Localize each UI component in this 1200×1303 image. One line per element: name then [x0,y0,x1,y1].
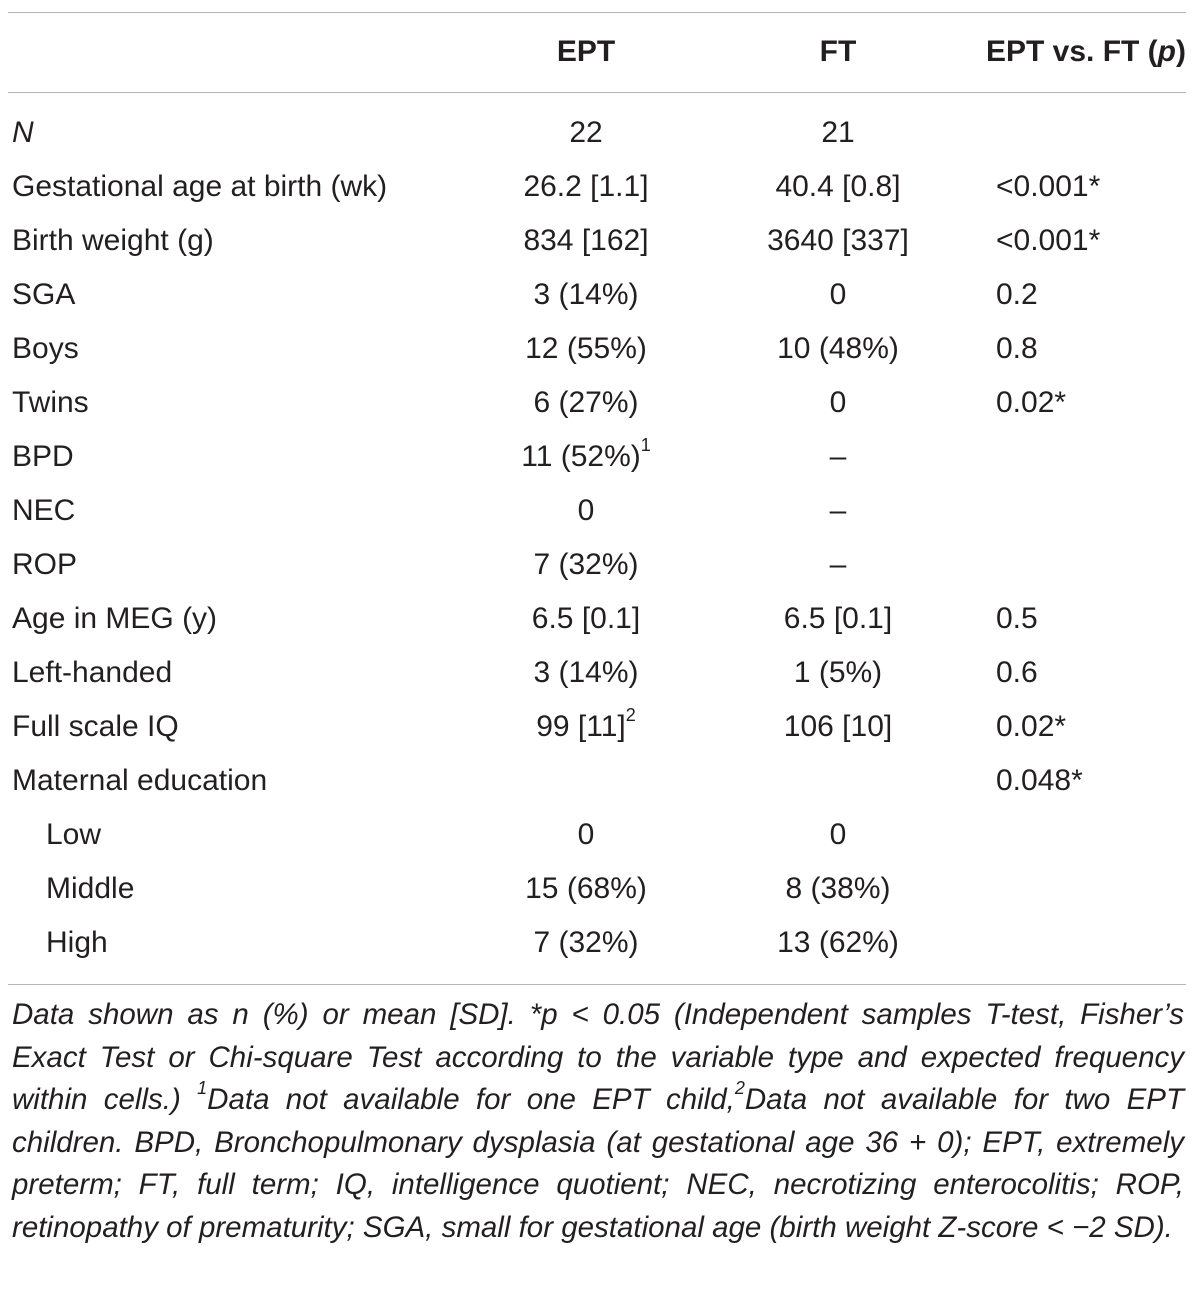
footnote-part2: Data not available for one EPT child, [207,1083,735,1116]
cell-ept: 99 [11]2 [500,700,672,754]
row-label: Boys [12,332,79,365]
row-label: NEC [12,494,76,527]
cell-ept: 3 (14%) [533,278,639,311]
header-p-text: EPT vs. FT ( [985,35,1158,68]
cell-ept: 6 (27%) [533,386,639,419]
header-ept: EPT [556,35,616,68]
header-p-value: EPT vs. FT (p) [986,30,1186,74]
row-label: N [12,116,34,149]
table-row: Age in MEG (y) 6.5 [0.1] 6.5 [0.1] 0.5 [0,592,1200,646]
header-rule [8,92,1186,93]
cell-ft: 40.4 [0.8] [775,170,901,203]
header-p-italic: p [1157,35,1176,68]
row-label: Gestational age at birth (wk) [12,170,388,203]
cell-ft: 3640 [337] [767,224,909,257]
row-label: ROP [12,548,78,581]
table-row: Twins 6 (27%) 0 0.02* [0,376,1200,430]
cell-p: 0.2 [996,278,1038,311]
header-ft: FT [819,35,857,68]
cell-p: 0.8 [996,332,1038,365]
table-row: SGA 3 (14%) 0 0.2 [0,268,1200,322]
table-row: Birth weight (g) 834 [162] 3640 [337] <0… [0,214,1200,268]
table-row: Low 0 0 [0,808,1200,862]
row-label: Twins [12,386,89,419]
footnote-part1: Data shown as n (%) or mean [SD]. *p < 0… [12,998,1184,1116]
footnote-part3: Data not available for two EPT children.… [12,1083,1184,1244]
cell-ept: 15 (68%) [525,872,647,905]
cell-ept: 0 [577,494,595,527]
cell-ft: 0 [829,818,847,851]
table-row: ROP 7 (32%) – [0,538,1200,592]
cell-ept: 834 [162] [523,224,649,257]
row-label: Full scale IQ [12,710,179,743]
cell-ft: 21 [821,116,855,149]
table-row: High 7 (32%) 13 (62%) [0,916,1200,970]
row-label: Left-handed [12,656,173,689]
row-label: BPD [12,440,74,473]
cell-ft: 6.5 [0.1] [783,602,893,635]
cell-ept: 7 (32%) [533,926,639,959]
cell-ept: 0 [577,818,595,851]
cell-ept: 26.2 [1.1] [523,170,649,203]
cell-ft: 106 [10] [783,710,893,743]
footnote-marker: 2 [625,705,636,725]
cell-ft: – [829,440,847,473]
table-row: BPD 11 (52%)1 – [0,430,1200,484]
table-body: N 22 21 Gestational age at birth (wk) 26… [0,106,1200,970]
cell-p: 0.02* [996,386,1067,419]
cell-p: 0.048* [996,764,1083,797]
cell-p: 0.5 [996,602,1038,635]
row-label: Birth weight (g) [12,224,214,257]
footnote-marker: 1 [640,435,651,455]
footnote-marker: 1 [197,1078,208,1099]
table-bottom-rule [8,984,1186,985]
table-header: EPT FT EPT vs. FT (p) [0,30,1200,74]
row-label: High [46,926,108,959]
cell-ft: 13 (62%) [777,926,899,959]
cell-p: 0.6 [996,656,1038,689]
cell-ft: 10 (48%) [777,332,899,365]
header-p-close: ) [1176,35,1186,68]
cell-ft: – [829,494,847,527]
table-row: Left-handed 3 (14%) 1 (5%) 0.6 [0,646,1200,700]
cell-p: <0.001* [996,224,1101,257]
table-row: Boys 12 (55%) 10 (48%) 0.8 [0,322,1200,376]
row-label: SGA [12,278,76,311]
table-row: Middle 15 (68%) 8 (38%) [0,862,1200,916]
row-label: Age in MEG (y) [12,602,218,635]
row-label: Low [46,818,102,851]
cell-ept: 3 (14%) [533,656,639,689]
table-row: Maternal education 0.048* [0,754,1200,808]
row-label: Middle [46,872,135,905]
cell-ept: 12 (55%) [525,332,647,365]
cell-ft: – [829,548,847,581]
footnote-marker: 2 [734,1078,745,1099]
table-row: Gestational age at birth (wk) 26.2 [1.1]… [0,160,1200,214]
cell-ept: 7 (32%) [533,548,639,581]
cell-p: 0.02* [996,710,1067,743]
table-top-rule [8,12,1186,13]
cell-ept-value: 99 [11] [536,710,626,743]
cell-ept: 22 [569,116,603,149]
cell-ept-value: 11 (52%) [521,440,641,473]
table-footnote: Data shown as n (%) or mean [SD]. *p < 0… [12,994,1184,1249]
cell-ft: 0 [829,278,847,311]
table-row: Full scale IQ 99 [11]2 106 [10] 0.02* [0,700,1200,754]
table-row: NEC 0 – [0,484,1200,538]
cell-ft: 0 [829,386,847,419]
cell-ft: 8 (38%) [785,872,891,905]
cell-ft: 1 (5%) [793,656,883,689]
row-label: Maternal education [12,764,268,797]
cell-p: <0.001* [996,170,1101,203]
cell-ept: 11 (52%)1 [500,430,672,484]
cell-ept: 6.5 [0.1] [531,602,641,635]
table-row: N 22 21 [0,106,1200,160]
